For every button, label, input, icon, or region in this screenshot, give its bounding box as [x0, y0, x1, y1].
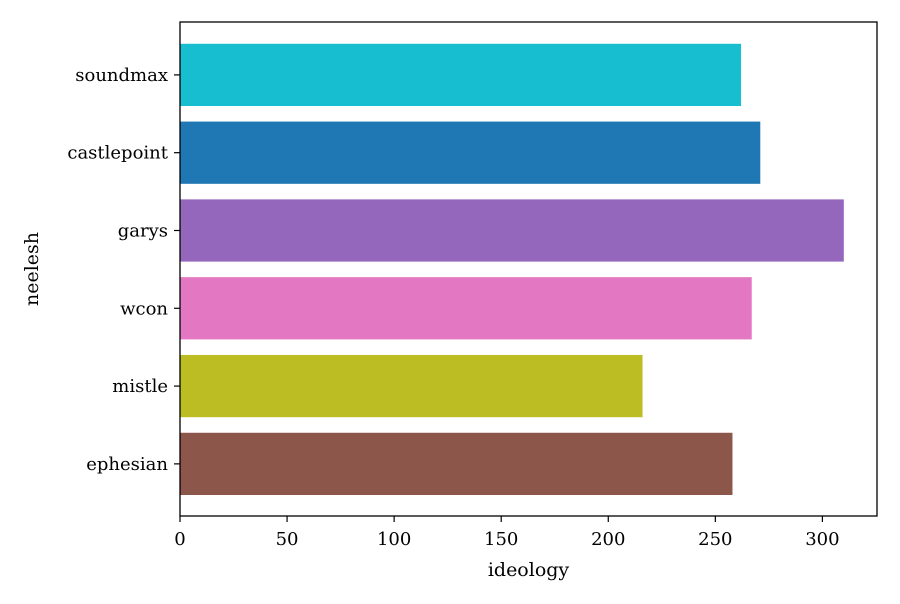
- bar-ephesian: [180, 432, 733, 495]
- y-tick-label-garys: garys: [118, 220, 168, 241]
- plot-frame: [179, 21, 878, 517]
- x-tick-label-200: 200: [591, 529, 625, 550]
- bar-soundmax: [180, 43, 742, 107]
- y-axis-ticks: soundmax castlepoint garys wcon mistle ephesi…: [67, 65, 180, 475]
- bar-mistle: [180, 354, 643, 418]
- y-tick-label-ephesian: ephesian: [86, 454, 168, 475]
- y-tick-label-soundmax: soundmax: [75, 65, 168, 86]
- x-tick-label-300: 300: [805, 529, 839, 550]
- y-tick-label-wcon: wcon: [120, 298, 168, 319]
- x-tick-label-250: 250: [698, 529, 732, 550]
- bar-garys: [180, 199, 844, 262]
- bar-castlepoint: [180, 121, 761, 184]
- bar-wcon: [180, 277, 752, 340]
- y-axis-label: neelesh: [21, 232, 43, 306]
- x-tick-label-50: 50: [276, 529, 299, 550]
- x-axis-ticks: 0 50 100 150 200 250 300: [174, 516, 840, 550]
- y-tick-label-mistle: mistle: [112, 376, 168, 397]
- bars-group: [180, 43, 844, 495]
- x-axis-label: ideology: [488, 559, 570, 581]
- x-tick-label-150: 150: [484, 529, 518, 550]
- x-tick-label-100: 100: [377, 529, 411, 550]
- y-tick-label-castlepoint: castlepoint: [67, 143, 168, 164]
- x-tick-label-0: 0: [174, 529, 185, 550]
